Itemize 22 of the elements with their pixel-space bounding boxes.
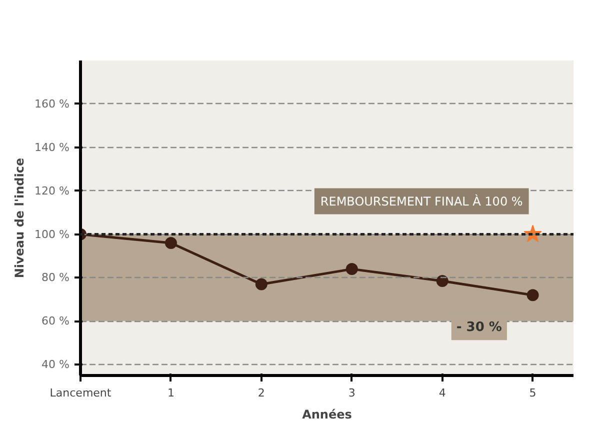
x-tick-label: 5	[529, 386, 536, 400]
annotation: REMBOURSEMENT FINAL À 100 %	[320, 193, 523, 208]
y-axis-title: Niveau de l'indice	[12, 158, 27, 278]
point	[255, 278, 268, 290]
x-tick-label: Lancement	[50, 386, 112, 400]
x-tick-label: 3	[348, 386, 356, 400]
y-tick-label: 40 %	[42, 358, 70, 372]
x-tick-label: 1	[167, 386, 174, 400]
y-tick-label: 120 %	[34, 184, 70, 198]
annotation: - 30 %	[456, 320, 502, 336]
y-tick-label: 80 %	[42, 271, 70, 284]
point	[436, 275, 448, 287]
y-tick-label: 140 %	[34, 140, 70, 154]
point	[164, 236, 177, 249]
x-tick-label: 4	[438, 386, 446, 400]
point	[526, 289, 539, 302]
y-tick-label: 60 %	[42, 314, 70, 328]
x-tick-label: 2	[258, 386, 265, 400]
y-tick-label: 160 %	[34, 97, 70, 110]
point	[346, 263, 358, 276]
x-axis-title: Années	[302, 408, 352, 422]
y-tick-label: 100 %	[34, 228, 70, 241]
